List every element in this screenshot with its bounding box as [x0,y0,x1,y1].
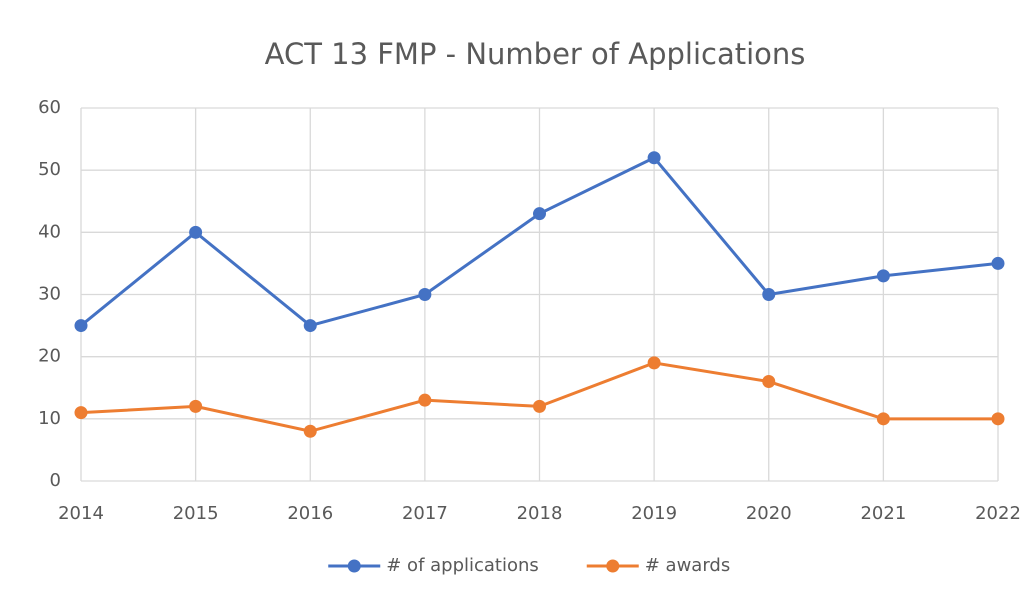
data-point [418,393,432,407]
data-point [762,375,776,389]
data-point [189,225,203,239]
x-tick-label: 2018 [517,503,563,524]
y-tick-label: 20 [38,346,61,367]
x-tick-label: 2014 [58,503,104,524]
y-tick-label: 50 [38,159,61,180]
data-point [876,269,890,283]
x-tick-label: 2016 [287,503,333,524]
legend-label: # awards [645,555,730,576]
x-tick-label: 2019 [631,503,677,524]
y-tick-label: 60 [38,97,61,118]
data-point [533,207,546,221]
chart-title: ACT 13 FMP - Number of Applications [265,37,806,71]
x-tick-label: 2015 [173,503,219,524]
data-point [74,319,88,333]
data-point [647,356,661,370]
y-tick-label: 40 [38,221,61,242]
y-tick-label: 10 [38,408,61,429]
y-tick-label: 0 [50,470,61,491]
data-point [762,288,776,301]
data-point [533,399,546,413]
legend-label: # of applications [386,555,539,576]
data-point [876,412,890,426]
data-point [418,288,432,301]
data-point [647,151,661,165]
x-tick-label: 2022 [975,503,1021,524]
x-tick-label: 2020 [746,503,792,524]
data-point [189,399,203,413]
data-point [303,319,317,333]
x-tick-label: 2021 [860,503,906,524]
data-point [74,406,88,420]
legend-marker [606,559,620,573]
data-point [991,412,1005,426]
data-point [991,256,1005,270]
legend-marker [347,559,361,573]
data-point [303,424,317,438]
y-tick-label: 30 [38,284,61,305]
x-tick-label: 2017 [402,503,448,524]
